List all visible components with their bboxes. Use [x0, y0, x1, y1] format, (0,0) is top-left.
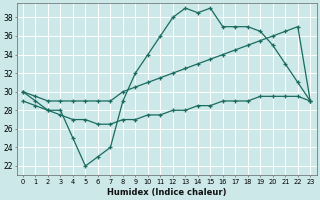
X-axis label: Humidex (Indice chaleur): Humidex (Indice chaleur)	[107, 188, 226, 197]
